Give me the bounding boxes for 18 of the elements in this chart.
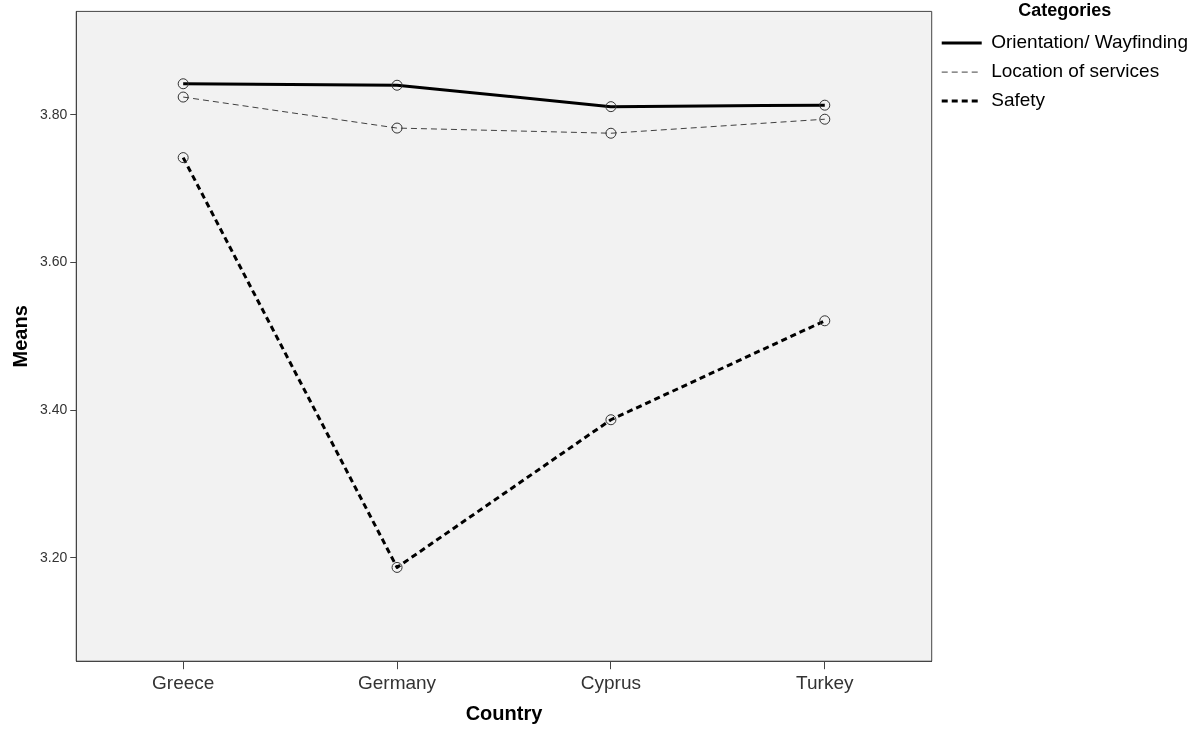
point	[391, 122, 403, 134]
point	[605, 127, 617, 139]
legend-title: Categories	[1018, 0, 1112, 20]
y-tick-label: 3.80	[40, 105, 68, 122]
point	[177, 91, 189, 103]
x-tick-label: Turkey	[796, 671, 854, 693]
y-tick-label: 3.20	[40, 548, 68, 565]
x-axis-title: Country	[465, 701, 544, 724]
x-tick-label: Greece	[152, 671, 215, 693]
y-tick-label: 3.60	[40, 253, 68, 270]
point	[819, 113, 831, 125]
y-axis-title: Means	[8, 305, 31, 368]
y-tick-label: 3.40	[40, 401, 68, 417]
legend-label: Location of services	[991, 60, 1160, 82]
x-tick-label: Germany	[357, 671, 437, 693]
legend-label: Safety	[991, 89, 1046, 111]
legend-label: Orientation/ Wayfinding	[991, 31, 1189, 53]
x-tick-label: Cyprus	[580, 671, 642, 693]
